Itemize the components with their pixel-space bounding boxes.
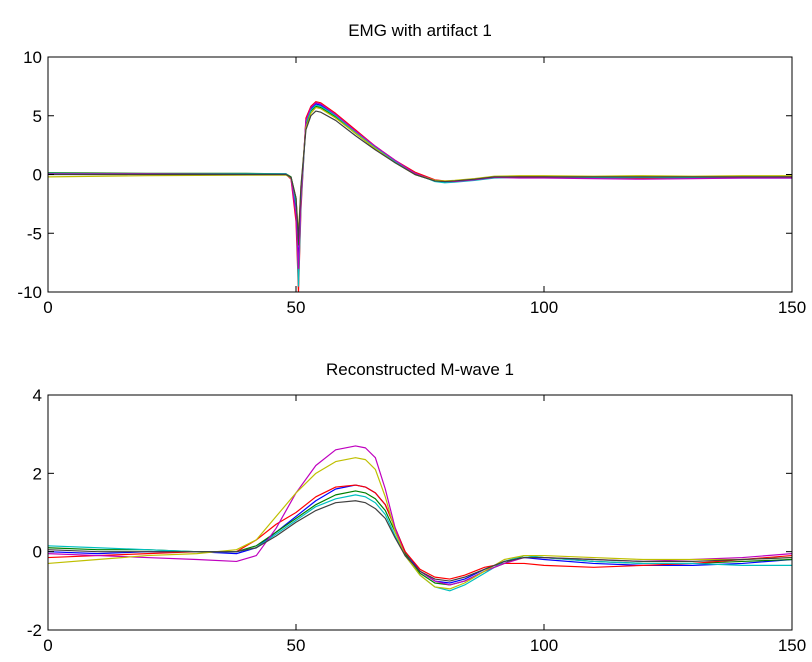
series-layer <box>48 445 792 592</box>
series-line-6 <box>48 457 792 590</box>
y-tick-label: 0 <box>33 543 42 562</box>
axes-box <box>47 394 793 631</box>
x-tick-label: 0 <box>43 636 52 655</box>
x-tick-label: 150 <box>778 636 806 655</box>
y-tick-label: 5 <box>33 107 42 126</box>
subplot-title: EMG with artifact 1 <box>348 21 492 40</box>
series-line-7 <box>48 500 792 582</box>
series-layer <box>48 101 792 292</box>
y-tick-label: 10 <box>23 48 42 67</box>
x-tick-label: 50 <box>287 298 306 317</box>
y-tick-label: 2 <box>33 464 42 483</box>
x-tick-label: 100 <box>530 636 558 655</box>
series-line-5 <box>48 102 792 270</box>
y-tick-label: -5 <box>27 224 42 243</box>
subplot-title: Reconstructed M-wave 1 <box>326 360 514 379</box>
series-line-7 <box>48 110 792 240</box>
y-tick-label: -2 <box>27 621 42 640</box>
x-tick-label: 150 <box>778 298 806 317</box>
x-tick-label: 0 <box>43 298 52 317</box>
y-tick-label: -10 <box>17 283 42 302</box>
x-tick-label: 50 <box>287 636 306 655</box>
x-tick-label: 100 <box>530 298 558 317</box>
y-tick-label: 0 <box>33 166 42 185</box>
y-tick-label: 4 <box>33 386 42 405</box>
